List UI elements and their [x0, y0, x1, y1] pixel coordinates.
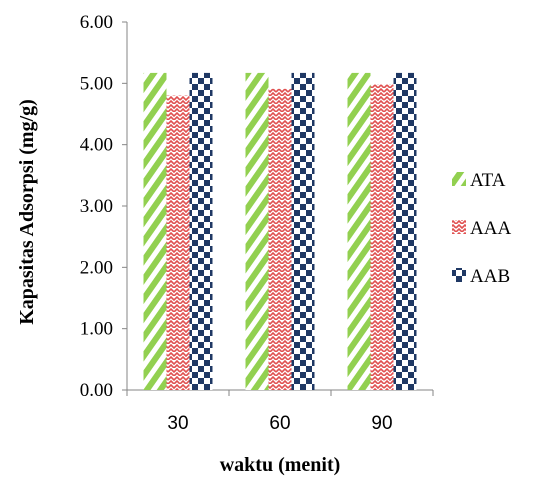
legend-swatch-aaa [452, 220, 466, 234]
y-tick-label: 1.00 [80, 319, 113, 340]
y-tick-label: 5.00 [80, 73, 113, 94]
bar-ata-90 [347, 72, 371, 390]
legend-label-aab: AAB [470, 266, 510, 287]
bar-aaa-60 [268, 88, 292, 390]
bar-aaa-30 [166, 95, 190, 390]
x-axis-label: waktu (menit) [220, 454, 341, 476]
y-tick-label: 4.00 [80, 135, 113, 156]
x-tick-label: 60 [269, 413, 290, 434]
bar-aaa-90 [370, 84, 394, 390]
legend-swatch-aab [452, 268, 466, 282]
y-tick-label: 6.00 [80, 12, 113, 33]
bar-aab-90 [393, 72, 417, 390]
x-tick-label: 90 [371, 413, 392, 434]
x-tick-label: 30 [167, 413, 188, 434]
bar-ata-60 [245, 72, 269, 390]
legend-label-aaa: AAA [470, 218, 511, 239]
y-tick-label: 0.00 [80, 380, 113, 401]
legend-swatch-ata [452, 172, 466, 186]
bar-aab-30 [189, 72, 213, 390]
legend-label-ata: ATA [470, 170, 506, 191]
bar-ata-30 [143, 72, 167, 390]
y-axis-label: Kapasitas Adsorpsi (mg/g) [16, 99, 38, 325]
bar-aab-60 [291, 72, 315, 390]
y-tick-label: 2.00 [80, 257, 113, 278]
y-tick-label: 3.00 [80, 196, 113, 217]
